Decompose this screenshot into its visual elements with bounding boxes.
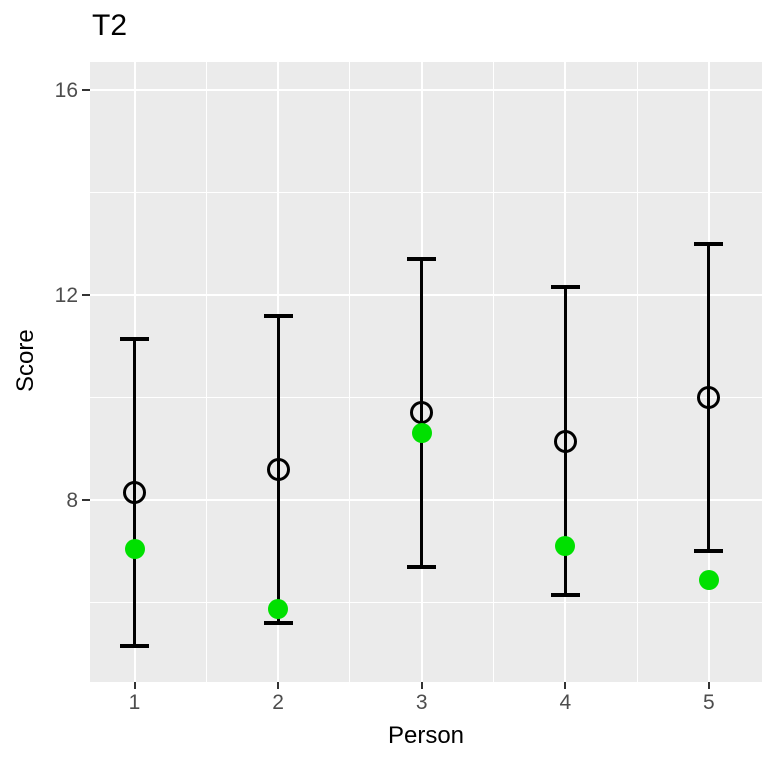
error-bar-cap-top (550, 285, 580, 290)
y-tick-label: 12 (54, 283, 78, 307)
plot-panel (90, 62, 762, 682)
data-point-open-circle (123, 480, 146, 504)
plot-title: T2 (92, 9, 128, 42)
y-tick-mark (82, 294, 90, 297)
x-tick-mark (420, 682, 423, 689)
data-point-green-dot (411, 423, 432, 444)
x-axis-title: Person (387, 722, 465, 749)
y-axis-title: Score (12, 329, 39, 392)
error-bar-cap-bottom (120, 644, 149, 649)
minor-gridline-y (90, 192, 762, 194)
minor-gridline-x (205, 62, 207, 682)
minor-gridline-y (90, 397, 762, 399)
error-bar-cap-top (263, 313, 293, 318)
error-bar-cap-bottom (263, 621, 293, 626)
minor-gridline-x (636, 62, 638, 682)
data-point-green-dot (268, 598, 289, 619)
error-bar-cap-top (407, 257, 437, 262)
x-tick-mark (564, 682, 567, 689)
x-tick-label: 2 (272, 691, 284, 714)
error-bar-cap-bottom (407, 564, 437, 569)
data-point-open-circle (266, 457, 290, 481)
major-gridline-y (90, 499, 762, 502)
error-bar-cap-bottom (694, 549, 724, 554)
x-tick-label: 5 (703, 691, 715, 714)
data-point-open-circle (697, 386, 721, 410)
error-bar-cap-top (694, 241, 724, 246)
x-tick-mark (707, 682, 710, 689)
data-point-green-dot (124, 538, 145, 559)
error-bar-cap-bottom (550, 592, 580, 597)
minor-gridline-x (349, 62, 351, 682)
y-tick-label: 8 (66, 488, 78, 512)
data-point-green-dot (555, 536, 576, 557)
error-bar-cap-top (120, 336, 149, 341)
x-tick-label: 3 (415, 691, 428, 714)
y-tick-mark (82, 89, 90, 92)
data-point-open-circle (553, 429, 577, 453)
major-gridline-y (90, 294, 762, 297)
x-tick-label: 1 (128, 691, 141, 714)
y-tick-mark (82, 499, 90, 502)
x-tick-label: 4 (559, 691, 572, 714)
data-point-green-dot (698, 569, 719, 590)
x-tick-mark (133, 682, 136, 689)
x-tick-mark (277, 682, 280, 689)
minor-gridline-x (492, 62, 494, 682)
major-gridline-y (90, 89, 762, 92)
y-tick-label: 16 (54, 78, 78, 102)
minor-gridline-y (90, 602, 762, 604)
data-point-open-circle (410, 401, 434, 425)
